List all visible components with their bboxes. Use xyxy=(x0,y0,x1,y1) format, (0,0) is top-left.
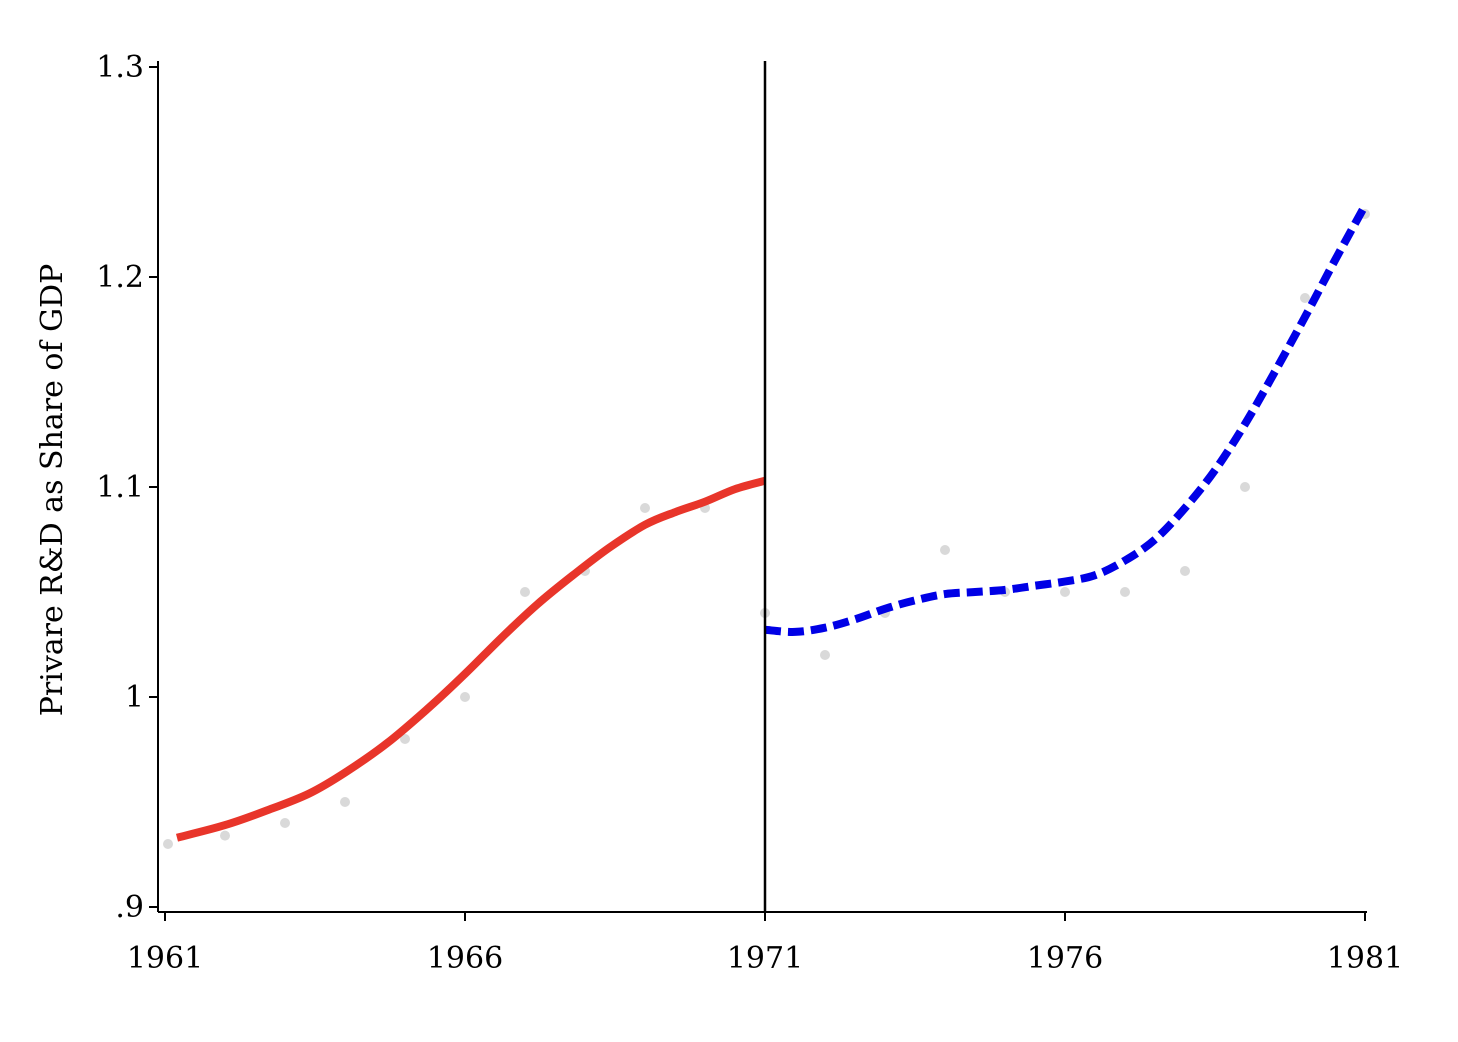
y-tick-label-3: 1.2 xyxy=(96,260,144,295)
scatter-point-1 xyxy=(220,830,230,841)
scatter-point-5 xyxy=(460,692,470,702)
scatter-point-13 xyxy=(940,545,950,555)
scatter-point-15 xyxy=(1060,587,1070,597)
scatter-point-3 xyxy=(340,797,350,807)
scatter-point-4 xyxy=(400,734,410,744)
y-tick-label-1: 1 xyxy=(125,680,144,715)
x-tick-label-1: 1966 xyxy=(427,941,503,976)
scatter-point-17 xyxy=(1180,566,1190,576)
series-lines xyxy=(175,203,1369,842)
axes: .9 1 1.1 1.2 1.3 1961 1966 1971 1976 1981 xyxy=(96,50,1403,976)
scatter-points xyxy=(163,209,1370,849)
y-axis-title: Privare R&D as Share of GDP xyxy=(35,264,70,717)
x-tick-label-4: 1981 xyxy=(1327,941,1403,976)
x-tick-label-0: 1961 xyxy=(127,941,203,976)
series-line-1 xyxy=(764,203,1369,636)
y-tick-label-2: 1.1 xyxy=(96,470,144,505)
y-tick-label-0: .9 xyxy=(115,890,144,925)
scatter-point-8 xyxy=(640,503,650,513)
scatter-point-11 xyxy=(820,650,830,660)
scatter-point-19 xyxy=(1300,293,1310,303)
scatter-point-18 xyxy=(1240,482,1250,492)
x-tick-label-3: 1976 xyxy=(1027,941,1103,976)
y-tick-label-4: 1.3 xyxy=(96,50,144,85)
scatter-point-2 xyxy=(280,818,290,828)
scatter-point-0 xyxy=(163,839,173,849)
scatter-point-6 xyxy=(520,587,530,597)
scatter-point-16 xyxy=(1120,587,1130,597)
x-tick-label-2: 1971 xyxy=(727,941,803,976)
series-line-0 xyxy=(175,476,767,842)
